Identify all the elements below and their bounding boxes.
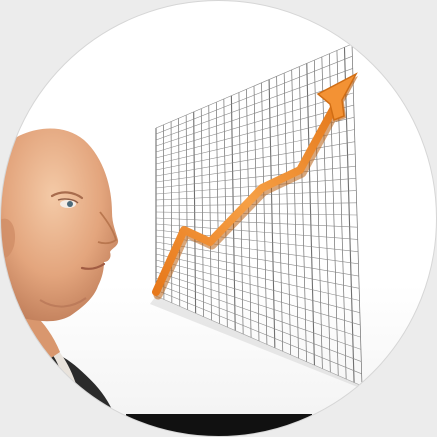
arrow-line: [152, 100, 340, 296]
grid-horizontal-line: [155, 277, 362, 350]
grid-horizontal-line: [155, 283, 362, 362]
grid-horizontal-line: [155, 92, 354, 153]
eyelid: [57, 198, 79, 204]
grid-horizontal-line: [155, 43, 353, 129]
grid-horizontal-line: [155, 253, 360, 301]
grid-horizontal-line: [155, 104, 354, 159]
rising-arrow: [152, 72, 358, 300]
grid-horizontal-line: [155, 235, 359, 265]
ear: [0, 218, 15, 258]
grid-horizontal-line: [155, 55, 353, 135]
brow: [50, 191, 84, 200]
grid-horizontal-line: [155, 217, 358, 228]
grid-horizontal-line: [155, 178, 356, 195]
head: [0, 128, 119, 322]
grid-horizontal-line: [155, 165, 356, 189]
grid-horizontal-line: [155, 265, 361, 326]
mouth: [80, 262, 106, 270]
grid-horizontal-line: [155, 141, 355, 177]
grid-horizontal-line: [155, 259, 360, 314]
grid-horizontal-line: [155, 68, 353, 141]
grid-horizontal-line: [155, 289, 362, 375]
eye-iris: [67, 201, 73, 207]
grid-horizontal-line: [155, 223, 358, 240]
arrow-head: [316, 72, 358, 122]
grid-floor-shadow: [150, 296, 370, 392]
grid-horizontal-line: [155, 247, 360, 289]
grid-horizontal-line: [155, 241, 359, 277]
grid-horizontal-line: [155, 271, 361, 338]
grid-horizontal-line: [155, 211, 358, 216]
grid-horizontal-line: [155, 153, 356, 183]
bottom-shadow-strip: [126, 414, 312, 437]
grid-horizontal-line: [155, 80, 354, 147]
nose: [97, 211, 118, 245]
jaw-shadow: [39, 297, 87, 308]
